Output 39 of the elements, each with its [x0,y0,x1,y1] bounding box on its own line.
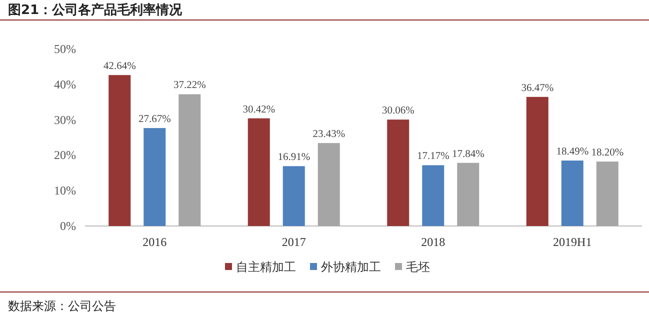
bar [422,165,444,226]
y-tick-label: 50% [54,42,76,56]
data-label: 18.20% [591,148,624,159]
data-label: 16.91% [278,152,310,164]
data-label: 36.47% [521,82,554,94]
bar [178,94,201,226]
source-note: 数据来源：公司公告 [8,299,116,313]
y-tick-label: 30% [54,112,76,127]
y-tick-label: 0% [60,219,76,233]
x-tick-label: 2019H1 [553,235,592,249]
data-label: 18.49% [556,146,589,158]
data-label: 27.67% [138,114,172,126]
data-label: 17.84% [452,148,485,160]
data-label: 23.43% [312,129,346,140]
x-tick-label: 2016 [142,235,167,249]
bar [318,143,340,226]
legend-label: 毛坯 [406,260,430,274]
bar [457,162,480,226]
data-label: 30.06% [382,106,415,117]
bar [282,166,305,226]
x-tick-label: 2017 [282,235,306,249]
chart-title: 图21：公司各产品毛利率情况 [8,2,184,18]
y-tick-label: 40% [54,77,76,92]
y-tick-label: 10% [54,184,76,198]
data-label: 37.22% [173,80,206,92]
data-label: 17.17% [416,151,450,162]
bar [526,96,548,226]
bar [108,75,131,226]
legend-label: 外协精加工 [321,260,381,274]
bar [248,118,270,226]
bar [144,128,166,226]
bar [387,120,410,226]
bar [561,160,584,226]
y-tick-label: 20% [54,148,76,162]
data-label: 30.42% [242,104,276,116]
legend-label: 自主精加工 [236,260,296,274]
data-label: 42.64% [103,61,136,72]
bar [596,162,618,226]
x-tick-label: 2018 [421,235,446,249]
